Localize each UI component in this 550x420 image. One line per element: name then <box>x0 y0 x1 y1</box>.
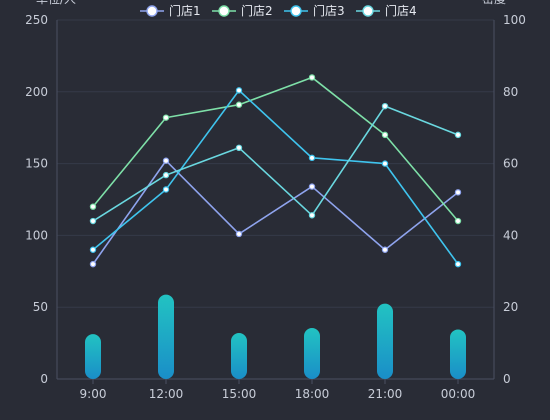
series-point <box>235 144 243 152</box>
series-point <box>235 101 243 108</box>
x-tick-label: 00:00 <box>441 387 476 401</box>
bar <box>377 303 393 379</box>
series-point <box>162 114 170 121</box>
legend-marker-icon <box>146 5 158 17</box>
series-point <box>89 260 97 268</box>
y-left-tick-label: 200 <box>25 85 48 99</box>
series-point <box>308 183 316 190</box>
series-point <box>454 260 462 268</box>
y-left-tick-label: 250 <box>25 13 48 27</box>
bar-layer <box>85 294 466 379</box>
legend-item-2[interactable]: 门店2 <box>212 3 273 18</box>
bar <box>231 333 247 379</box>
bar <box>450 329 466 379</box>
legend[interactable]: 门店1 门店2 门店3 门店4 <box>140 3 417 18</box>
series-point <box>454 189 462 196</box>
legend-label: 门店4 <box>385 3 417 18</box>
series-point <box>89 203 97 210</box>
legend-marker-icon <box>218 5 230 17</box>
legend-marker-icon <box>362 5 374 17</box>
y-left-tick-label: 50 <box>33 300 48 314</box>
y-left-tick-label: 100 <box>25 228 48 242</box>
series-point <box>308 74 316 81</box>
y-right-tick-label: 60 <box>503 157 518 171</box>
series-point <box>381 131 389 139</box>
series-point <box>162 171 170 179</box>
y-right-tick-label: 80 <box>503 85 518 99</box>
series-point <box>235 230 243 238</box>
series-point <box>381 102 389 110</box>
legend-marker-icon <box>290 5 302 17</box>
series-point <box>235 87 243 94</box>
series-point <box>308 212 316 219</box>
series-point <box>381 246 389 253</box>
y-right-tick-label: 40 <box>503 228 518 242</box>
legend-item-1[interactable]: 门店1 <box>140 3 201 18</box>
series-point <box>89 246 97 253</box>
line-layer <box>89 74 462 268</box>
y-right-tick-label: 20 <box>503 300 518 314</box>
legend-item-3[interactable]: 门店3 <box>284 3 345 18</box>
grid-layer <box>57 19 494 308</box>
series-line-2 <box>92 76 459 222</box>
series-point <box>162 186 170 193</box>
series-point <box>454 217 462 225</box>
series-point <box>454 131 462 139</box>
series-point <box>162 157 170 164</box>
legend-label: 门店3 <box>313 3 345 18</box>
y-left-tick-label: 0 <box>40 372 48 386</box>
x-tick-label: 21:00 <box>368 387 403 401</box>
axis-layer: 0 50 100 150 200 250 0 20 40 60 80 100 9:00 12:00 15:0… <box>25 0 526 401</box>
legend-item-4[interactable]: 门店4 <box>356 3 417 18</box>
x-tick-label: 9:00 <box>80 387 107 401</box>
x-tick-label: 18:00 <box>295 387 330 401</box>
series-line-1 <box>92 159 459 265</box>
legend-label: 门店1 <box>169 3 201 18</box>
bar <box>158 294 174 379</box>
series-point <box>381 160 389 167</box>
y-right-tick-label: 0 <box>503 372 511 386</box>
x-tick-label: 15:00 <box>222 387 257 401</box>
series-point <box>308 154 316 162</box>
series-line-3 <box>92 89 459 265</box>
series-line-4 <box>92 105 459 222</box>
bar <box>304 328 320 379</box>
y-right-tick-label: 100 <box>503 13 526 27</box>
legend-label: 门店2 <box>241 3 273 18</box>
bar <box>85 334 101 379</box>
y-left-axis-title: 单位/人 <box>36 0 76 6</box>
y-left-tick-label: 150 <box>25 157 48 171</box>
x-tick-label: 12:00 <box>149 387 184 401</box>
series-point <box>89 217 97 225</box>
y-right-axis-title: 密度 <box>482 0 506 6</box>
